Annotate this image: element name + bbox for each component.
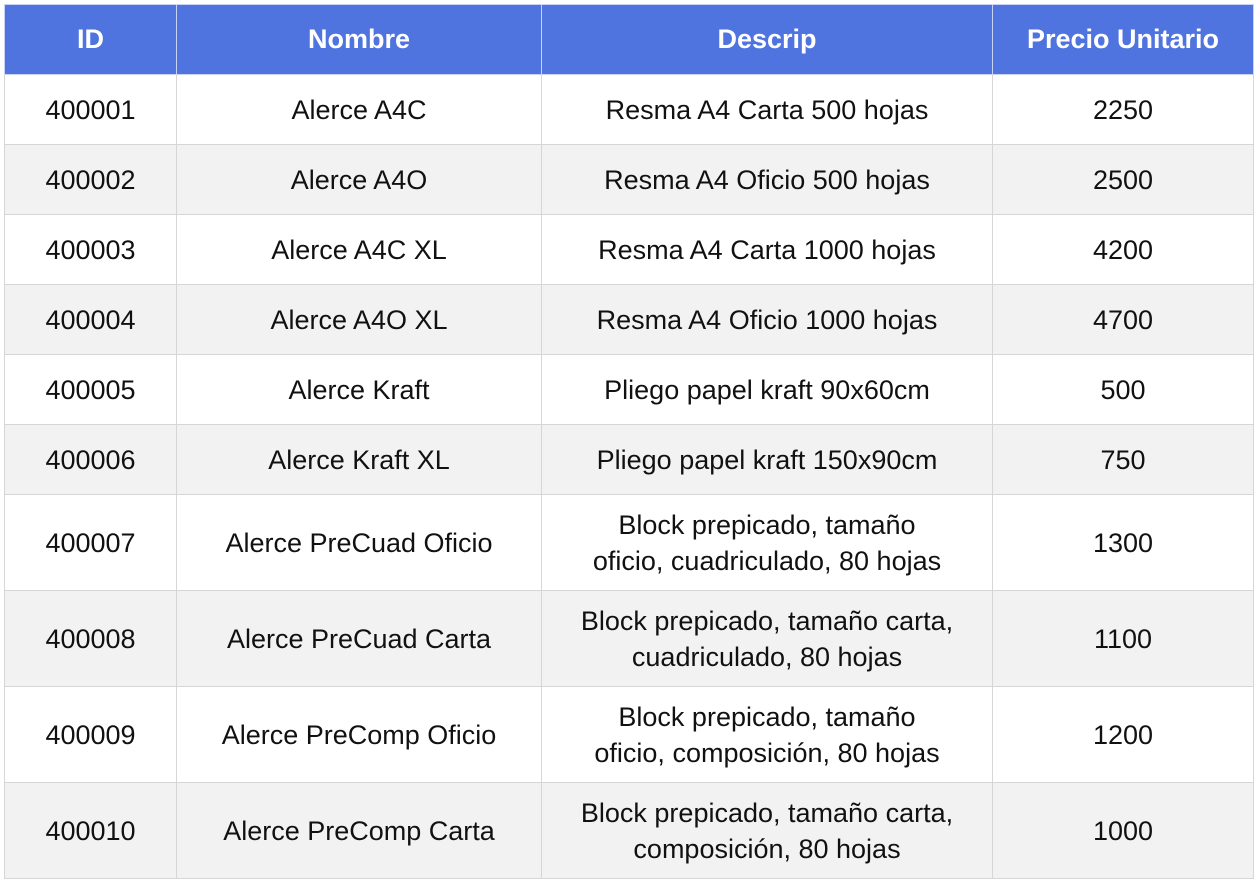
cell-id: 400003 [4, 214, 177, 285]
cell-precio: 2500 [992, 144, 1254, 215]
table-header-row: ID Nombre Descrip Precio Unitario [4, 4, 1254, 75]
cell-descrip: Resma A4 Carta 1000 hojas [541, 214, 993, 285]
cell-descrip-line: Block prepicado, tamaño [618, 701, 916, 732]
header-descrip: Descrip [541, 4, 993, 75]
cell-descrip-line: oficio, cuadriculado, 80 hojas [592, 545, 942, 576]
cell-descrip: Block prepicado, tamaño carta, composició… [541, 782, 993, 879]
cell-nombre: Alerce PreComp Carta [176, 782, 542, 879]
cell-descrip-line: oficio, composición, 80 hojas [594, 737, 940, 768]
cell-precio: 4700 [992, 284, 1254, 355]
cell-descrip: Block prepicado, tamaño oficio, composici… [541, 686, 993, 783]
cell-nombre: Alerce A4O [176, 144, 542, 215]
cell-descrip-line: cuadriculado, 80 hojas [631, 641, 903, 672]
cell-nombre: Alerce A4O XL [176, 284, 542, 355]
cell-descrip: Pliego papel kraft 150x90cm [541, 424, 993, 495]
cell-id: 400004 [4, 284, 177, 355]
cell-precio: 1200 [992, 686, 1254, 783]
header-id: ID [4, 4, 177, 75]
cell-precio: 1000 [992, 782, 1254, 879]
cell-descrip-line: Block prepicado, tamaño [618, 509, 916, 540]
cell-descrip: Resma A4 Oficio 500 hojas [541, 144, 993, 215]
cell-descrip-line: Block prepicado, tamaño carta, [580, 605, 954, 636]
cell-nombre: Alerce PreComp Oficio [176, 686, 542, 783]
cell-nombre: Alerce A4C XL [176, 214, 542, 285]
cell-precio: 4200 [992, 214, 1254, 285]
cell-id: 400008 [4, 590, 177, 687]
table-row: 400004 Alerce A4O XL Resma A4 Oficio 100… [4, 284, 1254, 355]
header-nombre: Nombre [176, 4, 542, 75]
cell-id: 400009 [4, 686, 177, 783]
cell-descrip-line: composición, 80 hojas [633, 833, 901, 864]
table-row: 400005 Alerce Kraft Pliego papel kraft 9… [4, 354, 1254, 425]
cell-id: 400001 [4, 74, 177, 145]
table-row: 400010 Alerce PreComp Carta Block prepic… [4, 782, 1254, 879]
cell-nombre: Alerce Kraft XL [176, 424, 542, 495]
table-row: 400009 Alerce PreComp Oficio Block prepi… [4, 686, 1254, 783]
cell-id: 400005 [4, 354, 177, 425]
cell-precio: 2250 [992, 74, 1254, 145]
table-row: 400003 Alerce A4C XL Resma A4 Carta 1000… [4, 214, 1254, 285]
table-row: 400002 Alerce A4O Resma A4 Oficio 500 ho… [4, 144, 1254, 215]
cell-nombre: Alerce Kraft [176, 354, 542, 425]
cell-id: 400006 [4, 424, 177, 495]
cell-nombre: Alerce PreCuad Carta [176, 590, 542, 687]
cell-descrip: Block prepicado, tamaño carta, cuadricula… [541, 590, 993, 687]
cell-id: 400007 [4, 494, 177, 591]
cell-precio: 1300 [992, 494, 1254, 591]
cell-nombre: Alerce A4C [176, 74, 542, 145]
cell-id: 400002 [4, 144, 177, 215]
cell-descrip: Pliego papel kraft 90x60cm [541, 354, 993, 425]
cell-precio: 500 [992, 354, 1254, 425]
cell-id: 400010 [4, 782, 177, 879]
cell-precio: 750 [992, 424, 1254, 495]
product-table-container: ID Nombre Descrip Precio Unitario 400001… [4, 4, 1254, 879]
header-precio-unitario: Precio Unitario [992, 4, 1254, 75]
table-row: 400008 Alerce PreCuad Carta Block prepic… [4, 590, 1254, 687]
table-row: 400007 Alerce PreCuad Oficio Block prepi… [4, 494, 1254, 591]
table-row: 400001 Alerce A4C Resma A4 Carta 500 hoj… [4, 74, 1254, 145]
cell-descrip-line: Block prepicado, tamaño carta, [580, 797, 954, 828]
cell-nombre: Alerce PreCuad Oficio [176, 494, 542, 591]
table-row: 400006 Alerce Kraft XL Pliego papel kraf… [4, 424, 1254, 495]
cell-descrip: Resma A4 Carta 500 hojas [541, 74, 993, 145]
cell-precio: 1100 [992, 590, 1254, 687]
cell-descrip: Resma A4 Oficio 1000 hojas [541, 284, 993, 355]
cell-descrip: Block prepicado, tamaño oficio, cuadricul… [541, 494, 993, 591]
product-table: ID Nombre Descrip Precio Unitario 400001… [4, 4, 1254, 879]
